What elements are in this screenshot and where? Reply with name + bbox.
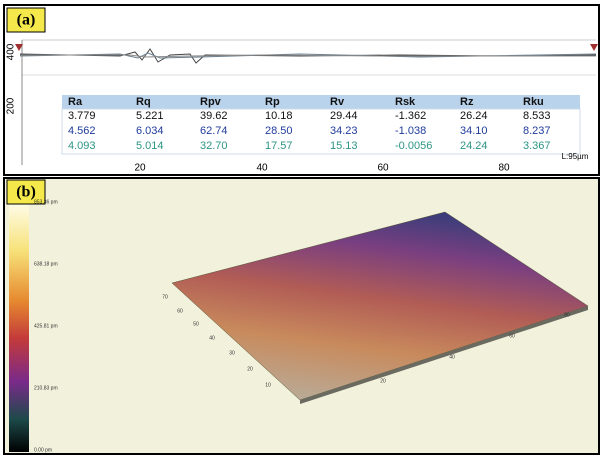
x-tick-label: 80 xyxy=(498,163,510,174)
colorbar-label: 0.00 pm xyxy=(34,447,52,453)
table-header-cell: Rz xyxy=(460,96,474,108)
table-cell: 5.221 xyxy=(136,110,164,122)
axis-label: 60 xyxy=(509,333,515,339)
figure: (a) 400 200 L:95µm Ra Rq Rpv Rp Rv Rsk Rz Rku 3.… xyxy=(0,0,601,455)
table-cell: 17.57 xyxy=(265,140,293,152)
table-cell: 4.562 xyxy=(68,125,96,137)
table-cell: 39.62 xyxy=(200,110,228,122)
table-cell: -1.362 xyxy=(395,110,426,122)
axis-label: 10 xyxy=(265,382,271,388)
table-cell: 34.10 xyxy=(460,125,488,137)
table-cell: 62.74 xyxy=(200,125,228,137)
table-cell: 28.50 xyxy=(265,125,293,137)
axis-label: 20 xyxy=(247,366,253,372)
colorbar xyxy=(9,200,29,452)
axis-label: 70 xyxy=(162,294,168,300)
colorbar-label: 210.83 pm xyxy=(34,385,58,391)
x-tick-label: 20 xyxy=(134,163,146,174)
table-header-cell: Rpv xyxy=(200,96,222,108)
table-cell: 26.24 xyxy=(460,110,488,122)
table-cell: 10.18 xyxy=(265,110,293,122)
table-header-cell: Rv xyxy=(330,96,345,108)
x-tick-label: 40 xyxy=(256,163,268,174)
table-cell: 34.23 xyxy=(330,125,358,137)
axis-label: 80 xyxy=(564,312,570,318)
table-cell: 8.533 xyxy=(523,110,551,122)
table-cell: 29.44 xyxy=(330,110,358,122)
colorbar-label: 853.36 pm xyxy=(34,199,58,205)
y-tick-label: 400 xyxy=(6,43,17,60)
x-tick-label: 60 xyxy=(377,163,389,174)
axis-label: 30 xyxy=(229,350,235,356)
table-cell: 5.014 xyxy=(136,140,164,152)
colorbar-label: 638.18 pm xyxy=(34,261,58,267)
table-cell: -1.038 xyxy=(395,125,426,137)
table-header-cell: Rsk xyxy=(395,96,416,108)
table-cell: 32.70 xyxy=(200,140,228,152)
table-cell: 6.034 xyxy=(136,125,164,137)
table-cell: 3.367 xyxy=(523,140,551,152)
y-tick-label: 200 xyxy=(6,97,17,114)
panel-label: (a) xyxy=(17,12,36,29)
axis-label: 50 xyxy=(193,321,199,327)
table-header-cell: Rku xyxy=(523,96,544,108)
table-cell: 24.24 xyxy=(460,140,488,152)
axis-label: 20 xyxy=(380,378,386,384)
table-header-cell: Ra xyxy=(68,96,83,108)
table-cell: 15.13 xyxy=(330,140,358,152)
length-label: L:95µm xyxy=(562,152,589,161)
table-cell: 8.237 xyxy=(523,125,551,137)
axis-label: 60 xyxy=(177,308,183,314)
axis-label: 40 xyxy=(449,354,455,360)
colorbar-label: 425.81 pm xyxy=(34,323,58,329)
table-header-cell: Rq xyxy=(136,96,151,108)
table-cell: -0.0056 xyxy=(395,140,432,152)
panel-label: (b) xyxy=(16,184,36,201)
table-cell: 4.093 xyxy=(68,140,96,152)
axis-label: 40 xyxy=(209,335,215,341)
table-header-cell: Rp xyxy=(265,96,280,108)
table-cell: 3.779 xyxy=(68,110,96,122)
